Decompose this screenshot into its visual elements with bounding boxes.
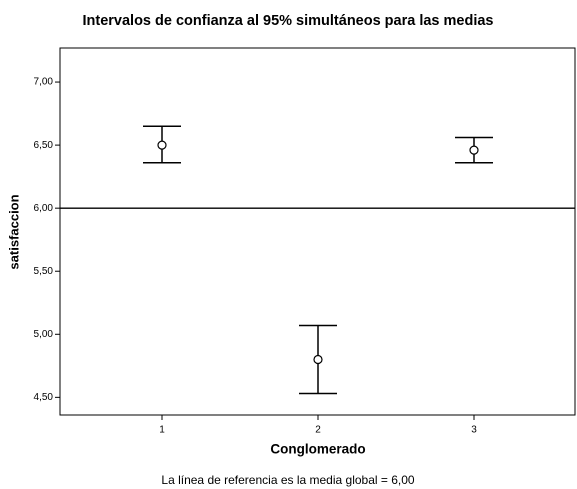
- mean-marker: [313, 354, 323, 365]
- mean-marker: [469, 145, 479, 155]
- y-tick-label: 7,00: [34, 77, 54, 88]
- y-tick-label: 5,50: [34, 266, 54, 277]
- x-axis-label: Conglomerado: [270, 442, 365, 457]
- footnote: La línea de referencia es la media globa…: [161, 473, 414, 487]
- y-tick-label: 6,00: [34, 203, 54, 214]
- chart-title: Intervalos de confianza al 95% simultáne…: [83, 13, 494, 29]
- mean-marker: [157, 140, 167, 150]
- y-tick-label: 4,50: [34, 392, 54, 403]
- y-tick-label: 6,50: [34, 140, 54, 151]
- y-tick-label: 5,00: [34, 329, 54, 340]
- x-tick-label: 3: [471, 425, 477, 436]
- x-tick-label: 2: [315, 425, 321, 436]
- x-tick-label: 1: [159, 425, 165, 436]
- y-axis-label: satisfaccion: [6, 194, 21, 269]
